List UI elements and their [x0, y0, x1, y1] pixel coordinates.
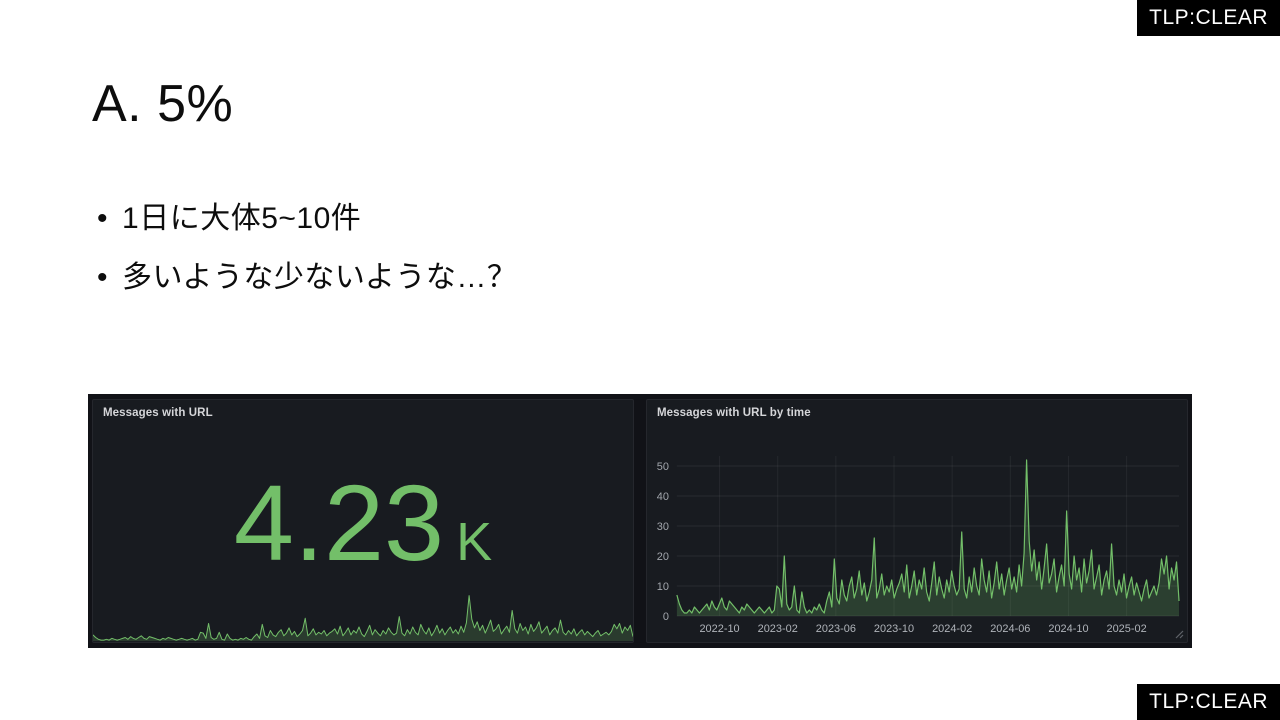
bullet-list: • 1日に大体5~10件 • 多いような少ないような…？ — [97, 193, 517, 311]
svg-text:2024-10: 2024-10 — [1048, 623, 1088, 635]
svg-text:40: 40 — [657, 491, 669, 503]
stat-value-area: 4.23 K — [93, 424, 633, 588]
stat-unit: K — [456, 512, 493, 572]
tlp-badge-bottom: TLP:CLEAR — [1137, 684, 1280, 720]
svg-text:0: 0 — [663, 611, 669, 623]
bullet-item: • 多いような少ないような…？ — [97, 252, 517, 296]
svg-text:10: 10 — [657, 581, 669, 593]
svg-text:30: 30 — [657, 521, 669, 533]
timeseries-chart: 0 10 20 30 40 50 2022-10 2023-02 2023-06 2023-10 2… — [657, 456, 1180, 635]
svg-text:2023-06: 2023-06 — [816, 623, 856, 635]
resize-handle-icon — [1175, 630, 1184, 639]
timeseries-panel-title: Messages with URL by time — [657, 407, 811, 419]
svg-text:2023-02: 2023-02 — [758, 623, 798, 635]
svg-text:2024-02: 2024-02 — [932, 623, 972, 635]
svg-text:2022-10: 2022-10 — [699, 623, 739, 635]
stat-panel: Messages with URL 4.23 K — [92, 399, 634, 643]
bullet-dot: • — [97, 261, 109, 294]
tlp-badge-top: TLP:CLEAR — [1137, 0, 1280, 36]
stat-sparkline — [93, 595, 633, 641]
svg-text:2023-10: 2023-10 — [874, 623, 914, 635]
bullet-text: 多いような少ないような…？ — [122, 261, 518, 294]
svg-text:2024-06: 2024-06 — [990, 623, 1030, 635]
svg-text:50: 50 — [657, 461, 669, 473]
bullet-text: 1日に大体5~10件 — [122, 202, 362, 235]
bullet-item: • 1日に大体5~10件 — [97, 193, 517, 237]
stat-value: 4.23 — [233, 462, 445, 583]
bullet-dot: • — [97, 202, 109, 235]
slide-title: A. 5% — [92, 75, 234, 133]
timeseries-panel: Messages with URL by time 0 10 20 30 40 50 202… — [646, 399, 1188, 643]
svg-text:2025-02: 2025-02 — [1107, 623, 1147, 635]
svg-text:20: 20 — [657, 551, 669, 563]
stat-panel-title: Messages with URL — [103, 407, 213, 419]
grafana-dashboard: Messages with URL 4.23 K Messages with U… — [88, 394, 1192, 648]
